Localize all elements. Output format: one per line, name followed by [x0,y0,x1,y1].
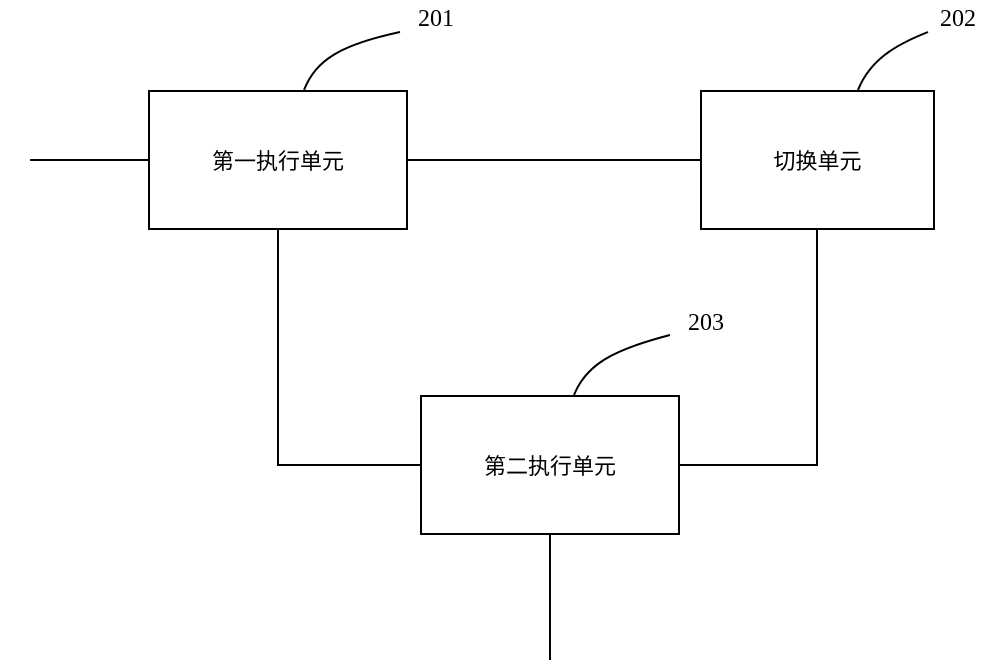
edge-n1-to-n3 [278,230,420,465]
node-second-execution-unit: 第二执行单元 [420,395,680,535]
block-diagram: 第一执行单元 切换单元 第二执行单元 201 202 203 [0,0,1000,672]
leader-leader-201 [304,32,400,90]
ref-text: 202 [940,6,976,32]
reference-label-202: 202 [940,6,976,33]
ref-text: 201 [418,6,454,32]
node-label: 切换单元 [773,144,861,176]
node-switching-unit: 切换单元 [700,90,935,230]
node-first-execution-unit: 第一执行单元 [148,90,408,230]
reference-label-203: 203 [688,310,724,337]
leader-leader-203 [574,335,670,395]
ref-text: 203 [688,310,724,336]
reference-label-201: 201 [418,6,454,33]
node-label: 第二执行单元 [484,449,616,481]
leader-leader-202 [858,32,928,90]
node-label: 第一执行单元 [212,144,344,176]
edge-n2-to-n3 [680,230,817,465]
